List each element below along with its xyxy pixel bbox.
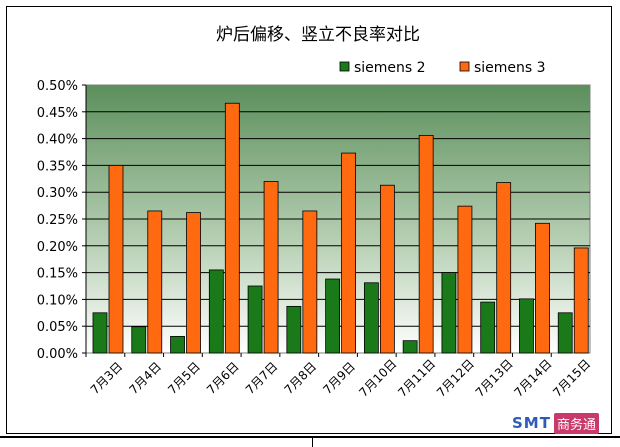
bar-siemens-3 [263, 181, 279, 354]
bar-siemens-2 [441, 272, 457, 354]
watermark-brand: SMT [512, 414, 551, 432]
x-tick-label: 7月4日 [126, 359, 164, 397]
bar-siemens-2 [247, 285, 263, 354]
legend-swatch [459, 61, 470, 72]
bar-siemens-2 [208, 269, 224, 354]
bar-siemens-3 [379, 184, 395, 354]
x-axis: 7月3日 7月4日 7月5日 7月6日 7月7日 7月8日 7月9日7月10日7月11日7月… [85, 353, 593, 400]
x-tick-label: 7月7日 [243, 359, 281, 397]
bar-siemens-2 [92, 312, 108, 354]
x-tick-label: 7月5日 [165, 359, 203, 397]
bar-siemens-3 [147, 210, 163, 354]
y-tick-label: 0.25% [37, 213, 78, 228]
x-tick-label: 7月11日 [395, 357, 438, 400]
bar-siemens-2 [325, 278, 341, 354]
bar-siemens-3 [302, 210, 318, 354]
bar-siemens-3 [186, 212, 201, 354]
x-tick-label: 7月9日 [320, 359, 358, 397]
y-tick-label: 0.35% [37, 159, 78, 174]
bar-siemens-3 [341, 152, 357, 354]
x-tick-label: 7月3日 [88, 359, 126, 397]
legend-label: siemens 3 [474, 60, 546, 76]
bar-siemens-2 [363, 282, 379, 354]
x-tick-label: 7月12日 [434, 357, 477, 400]
divider-line [0, 436, 620, 438]
bar-siemens-2 [170, 335, 185, 354]
legend-label: siemens 2 [354, 60, 426, 76]
watermark-text: 商务通 [553, 412, 599, 434]
y-tick-label: 0.05% [37, 320, 78, 335]
bars [92, 102, 589, 354]
x-tick-label: 7月14日 [511, 357, 554, 400]
y-axis: 0.00% 0.05% 0.10% 0.15% 0.20% 0.25% 0.30% 0.35%… [37, 79, 87, 362]
y-tick-label: 0.40% [37, 133, 78, 148]
y-tick-label: 0.20% [37, 240, 78, 255]
y-tick-label: 0.10% [37, 293, 78, 308]
y-tick-label: 0.00% [37, 347, 78, 362]
x-tick-label: 7月10日 [356, 357, 399, 400]
bar-siemens-2 [131, 326, 147, 354]
bar-siemens-2 [402, 340, 418, 354]
x-tick-label: 7月6日 [204, 359, 242, 397]
y-tick-label: 0.15% [37, 267, 78, 282]
watermark: SMT 商务通 [512, 412, 612, 434]
y-tick-label: 0.30% [37, 186, 78, 201]
bar-siemens-3 [457, 205, 473, 354]
bar-siemens-3 [108, 164, 124, 354]
bar-siemens-3 [496, 182, 512, 354]
chart-title: 炉后偏移、竖立不良率对比 [216, 25, 420, 45]
legend: siemens 2 siemens 3 [339, 60, 546, 76]
x-tick-label: 7月15日 [550, 357, 593, 400]
bar-siemens-3 [573, 247, 589, 354]
bar-siemens-2 [480, 301, 496, 354]
x-tick-label: 7月8日 [282, 359, 320, 397]
legend-swatch [339, 61, 350, 72]
bar-siemens-2 [519, 298, 534, 354]
bar-siemens-3 [224, 102, 240, 354]
bar-siemens-3 [418, 134, 434, 354]
y-tick-label: 0.50% [37, 79, 78, 94]
divider-tick [312, 436, 313, 447]
y-tick-label: 0.45% [37, 106, 78, 121]
bar-siemens-2 [557, 312, 573, 354]
x-tick-label: 7月13日 [473, 357, 516, 400]
bar-siemens-2 [286, 305, 302, 354]
bar-siemens-3 [535, 222, 550, 354]
